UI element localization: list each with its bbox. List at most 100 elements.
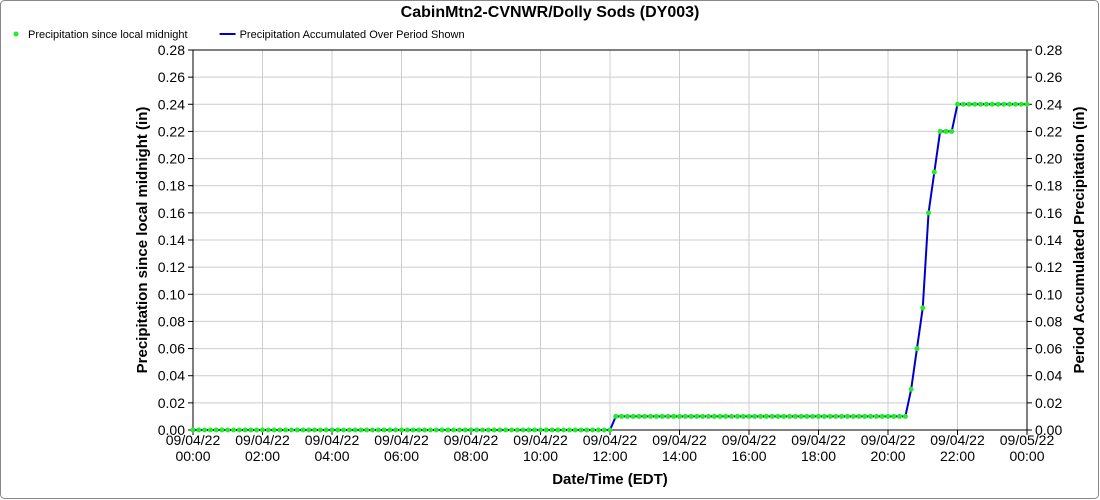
- data-point: [277, 427, 283, 433]
- data-point: [798, 413, 804, 419]
- data-point: [329, 427, 335, 433]
- data-point: [242, 427, 248, 433]
- data-point: [891, 413, 897, 419]
- data-point: [358, 427, 364, 433]
- data-point: [341, 427, 347, 433]
- data-point: [873, 413, 879, 419]
- data-point: [549, 427, 555, 433]
- data-point: [844, 413, 850, 419]
- data-point: [370, 427, 376, 433]
- data-point: [300, 427, 306, 433]
- data-point: [219, 427, 225, 433]
- data-point: [312, 427, 318, 433]
- data-point: [445, 427, 451, 433]
- x-tick-label: 09/04/22 08:00: [444, 432, 499, 464]
- y2-tick-label: 0.26: [1035, 69, 1062, 85]
- data-point: [213, 427, 219, 433]
- data-point: [729, 413, 735, 419]
- data-point: [694, 413, 700, 419]
- data-point: [422, 427, 428, 433]
- data-point: [225, 427, 231, 433]
- data-point: [723, 413, 729, 419]
- y2-tick-label: 0.12: [1035, 259, 1062, 275]
- x-tick-label: 09/04/22 06:00: [374, 432, 429, 464]
- data-point: [404, 427, 410, 433]
- y2-axis-title: Period Accumulated Precipitation (in): [1071, 107, 1088, 374]
- data-point: [642, 413, 648, 419]
- x-tick-label: 09/04/22 04:00: [305, 432, 360, 464]
- data-point: [202, 427, 208, 433]
- data-point: [595, 427, 601, 433]
- data-point: [816, 413, 821, 419]
- data-point: [908, 386, 914, 392]
- data-point: [532, 427, 538, 433]
- data-point: [317, 427, 323, 433]
- y2-tick-label: 0.28: [1035, 42, 1062, 58]
- data-point: [480, 427, 486, 433]
- data-point: [868, 413, 874, 419]
- x-tick-label: 09/04/22 16:00: [722, 432, 777, 464]
- data-point: [931, 169, 937, 175]
- data-point: [578, 427, 584, 433]
- y-tick-label: 0.16: [158, 205, 185, 221]
- data-point: [833, 413, 839, 419]
- data-point: [260, 427, 265, 433]
- data-point: [456, 427, 462, 433]
- y-axis-title: Precipitation since local midnight (in): [134, 107, 151, 374]
- data-point: [821, 413, 827, 419]
- legend-marker: [13, 31, 19, 37]
- data-point: [1012, 101, 1018, 107]
- data-point: [972, 101, 978, 107]
- x-tick-label: 09/04/22 20:00: [861, 432, 916, 464]
- data-point: [885, 413, 891, 419]
- data-point: [688, 413, 694, 419]
- data-point: [335, 427, 341, 433]
- data-point: [399, 427, 404, 433]
- data-point: [416, 427, 422, 433]
- data-point: [955, 101, 960, 107]
- data-point: [619, 413, 625, 419]
- data-point: [231, 427, 237, 433]
- data-point: [323, 427, 329, 433]
- y2-tick-label: 0.02: [1035, 395, 1062, 411]
- data-point: [856, 413, 862, 419]
- data-point: [792, 413, 798, 419]
- data-point: [607, 427, 613, 433]
- data-point: [196, 427, 202, 433]
- data-point: [827, 413, 833, 419]
- data-point: [624, 413, 630, 419]
- y2-tick-label: 0.16: [1035, 205, 1062, 221]
- legend-label: Precipitation Accumulated Over Period Sh…: [240, 29, 465, 41]
- x-tick-label: 09/04/22 14:00: [652, 432, 707, 464]
- data-point: [306, 427, 312, 433]
- y-tick-label: 0.14: [158, 232, 185, 248]
- data-point: [1018, 101, 1024, 107]
- data-point: [989, 101, 995, 107]
- data-point: [978, 101, 984, 107]
- data-point: [897, 413, 903, 419]
- data-point: [700, 413, 706, 419]
- data-point: [943, 128, 949, 134]
- data-point: [526, 427, 532, 433]
- data-point: [294, 427, 300, 433]
- data-point: [613, 413, 619, 419]
- data-point: [451, 427, 457, 433]
- data-point: [781, 413, 787, 419]
- data-point: [746, 413, 752, 419]
- data-point: [926, 210, 932, 216]
- y-tick-label: 0.00: [158, 422, 185, 438]
- data-point: [236, 427, 242, 433]
- data-point: [763, 413, 769, 419]
- legend-label: Precipitation since local midnight: [28, 29, 188, 41]
- data-point: [636, 413, 642, 419]
- data-point: [653, 413, 659, 419]
- data-point: [497, 427, 503, 433]
- data-point: [1024, 101, 1030, 107]
- data-point: [758, 413, 764, 419]
- data-point: [503, 427, 509, 433]
- data-point: [561, 427, 567, 433]
- y-tick-label: 0.20: [158, 151, 185, 167]
- data-point: [677, 413, 682, 419]
- data-point: [538, 427, 543, 433]
- data-point: [584, 427, 590, 433]
